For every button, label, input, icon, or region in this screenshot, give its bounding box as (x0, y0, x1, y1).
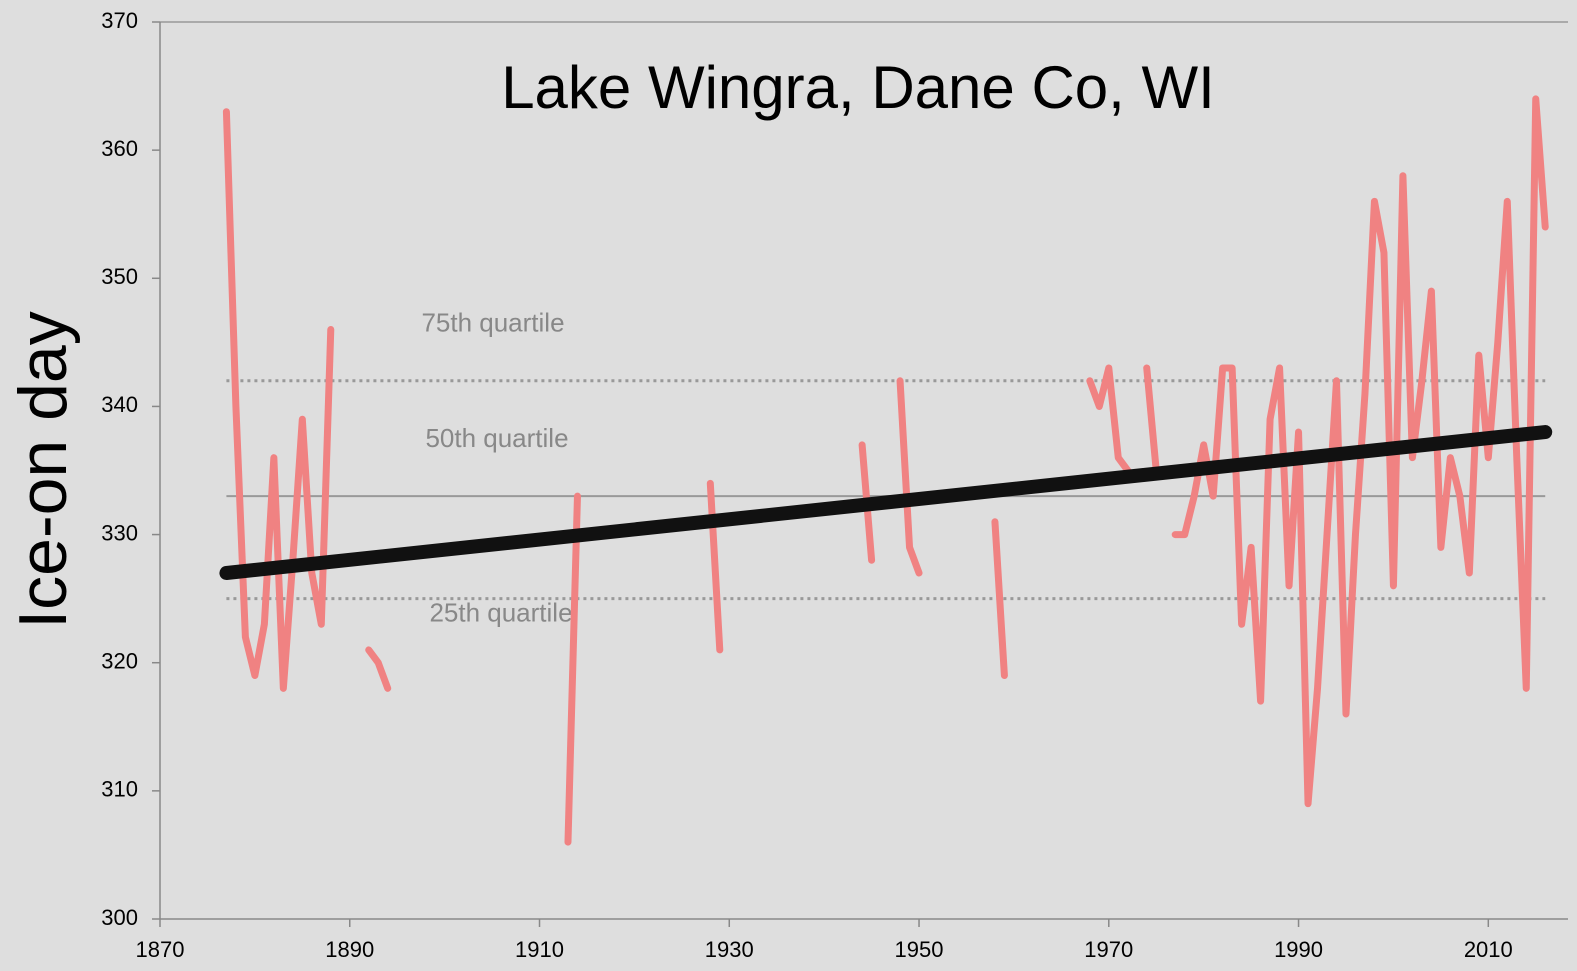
chart-title: Lake Wingra, Dane Co, WI (501, 54, 1215, 121)
x-tick-label: 1970 (1084, 937, 1133, 962)
y-axis-label: Ice-on day (5, 311, 81, 629)
y-tick-label: 370 (101, 8, 138, 33)
y-tick-label: 360 (101, 136, 138, 161)
y-tick-label: 310 (101, 777, 138, 802)
quartile-label: 50th quartile (425, 423, 568, 453)
x-tick-label: 1930 (705, 937, 754, 962)
y-tick-label: 320 (101, 649, 138, 674)
x-tick-label: 1990 (1274, 937, 1323, 962)
y-tick-label: 350 (101, 264, 138, 289)
y-tick-label: 330 (101, 520, 138, 545)
x-tick-label: 1890 (325, 937, 374, 962)
y-tick-label: 300 (101, 905, 138, 930)
y-tick-label: 340 (101, 392, 138, 417)
trend-line (219, 425, 1553, 581)
x-tick-label: 1910 (515, 937, 564, 962)
x-tick-label: 1870 (136, 937, 185, 962)
x-tick-label: 2010 (1464, 937, 1513, 962)
x-tick-label: 1950 (895, 937, 944, 962)
quartile-label: 25th quartile (429, 598, 572, 628)
quartile-label: 75th quartile (421, 308, 564, 338)
